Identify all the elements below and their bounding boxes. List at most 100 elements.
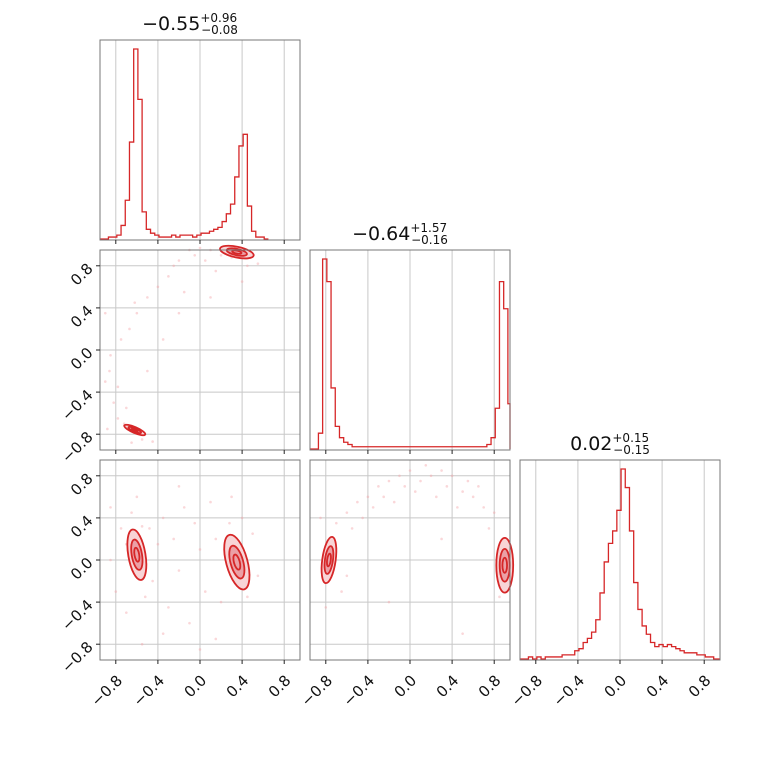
sample-point xyxy=(117,386,120,389)
sample-point xyxy=(367,496,370,499)
sample-point xyxy=(117,417,120,420)
title-median: −0.64 xyxy=(352,223,410,245)
sample-point xyxy=(472,496,475,499)
sample-point xyxy=(209,296,212,299)
title-lower-error: −0.16 xyxy=(411,233,448,247)
marginal-title-2: −0.64+1.57 −0.16 xyxy=(352,221,448,247)
sample-point xyxy=(477,485,480,488)
sample-point xyxy=(409,469,412,472)
sample-point xyxy=(141,438,144,441)
sample-point xyxy=(193,522,196,525)
sample-point xyxy=(146,370,149,373)
sample-point xyxy=(204,590,207,593)
sample-point xyxy=(356,501,359,504)
title-lower-error: −0.15 xyxy=(613,443,650,457)
sample-point xyxy=(162,632,165,635)
sample-point xyxy=(141,643,144,646)
sample-point xyxy=(382,496,385,499)
sample-point xyxy=(214,538,217,541)
sample-point xyxy=(228,522,231,525)
sample-point xyxy=(398,474,401,477)
sample-point xyxy=(346,574,349,577)
x-tick-label: −0.8 xyxy=(88,672,126,710)
sample-point xyxy=(461,632,464,635)
title-median: −0.55 xyxy=(142,13,200,35)
sample-point xyxy=(178,312,181,315)
sample-point xyxy=(199,548,202,551)
sample-point xyxy=(214,270,217,273)
sample-point xyxy=(128,328,131,331)
y-tick-label: 0.0 xyxy=(67,344,97,374)
sample-point xyxy=(172,538,175,541)
sample-point xyxy=(456,506,459,509)
sample-point xyxy=(209,501,212,504)
sample-point xyxy=(167,275,170,278)
sample-point xyxy=(104,380,107,383)
y-tick-label: −0.4 xyxy=(58,386,96,424)
sample-point xyxy=(109,506,112,509)
sample-point xyxy=(467,480,470,483)
sample-point xyxy=(151,440,154,443)
y-tick-label: 0.8 xyxy=(67,470,97,500)
sample-point xyxy=(424,464,427,467)
sample-point xyxy=(136,312,139,315)
marginal-panel-1 xyxy=(100,40,300,244)
sample-point xyxy=(335,522,338,525)
marginal-title-1: −0.55+0.96 −0.08 xyxy=(142,11,238,37)
joint-panel-1-3 xyxy=(96,460,300,664)
sample-point xyxy=(388,601,391,604)
sample-point xyxy=(178,259,181,262)
sample-point xyxy=(146,296,149,299)
sample-point xyxy=(251,532,254,535)
sample-point xyxy=(199,247,202,250)
sample-point xyxy=(257,262,260,265)
y-tick-label: 0.8 xyxy=(67,260,97,290)
sample-point xyxy=(162,517,165,520)
y-tick-label: 0.4 xyxy=(67,512,97,542)
title-median: 0.02 xyxy=(570,433,612,455)
sample-point xyxy=(114,590,117,593)
sample-point xyxy=(214,638,217,641)
sample-point xyxy=(109,559,112,562)
sample-point xyxy=(178,569,181,572)
y-tick-label: −0.8 xyxy=(58,428,96,466)
sample-point xyxy=(141,525,144,528)
y-tick-label: −0.8 xyxy=(58,638,96,676)
sample-point xyxy=(498,596,501,599)
sample-point xyxy=(440,469,443,472)
x-tick-label: 0.4 xyxy=(223,672,253,702)
x-tick-label: −0.8 xyxy=(298,672,336,710)
sample-point xyxy=(351,527,354,530)
sample-point xyxy=(157,286,160,289)
y-tick-label: −0.4 xyxy=(58,596,96,634)
sample-point xyxy=(403,485,406,488)
sample-point xyxy=(112,401,115,404)
x-tick-label: 0.8 xyxy=(475,672,505,702)
sample-point xyxy=(178,485,181,488)
sample-point xyxy=(220,254,223,257)
x-tick-label: 0.0 xyxy=(391,672,421,702)
sample-point xyxy=(109,354,112,357)
y-tick-label: 0.4 xyxy=(67,302,97,332)
sample-point xyxy=(230,496,233,499)
sample-point xyxy=(246,264,249,267)
x-tick-label: 0.4 xyxy=(433,672,463,702)
sample-point xyxy=(148,527,151,530)
joint-panel-1-2 xyxy=(96,243,300,454)
density-contour xyxy=(502,558,507,573)
sample-point xyxy=(144,596,147,599)
sample-point xyxy=(482,506,485,509)
sample-point xyxy=(414,490,417,493)
sample-point xyxy=(204,259,207,262)
sample-point xyxy=(435,496,438,499)
sample-point xyxy=(162,338,165,341)
x-tick-label: −0.8 xyxy=(508,672,546,710)
sample-point xyxy=(246,596,249,599)
sample-point xyxy=(493,511,496,514)
sample-point xyxy=(451,474,454,477)
x-tick-label: −0.4 xyxy=(130,672,168,710)
title-lower-error: −0.08 xyxy=(201,23,238,37)
x-tick-label: 0.0 xyxy=(181,672,211,702)
y-tick-label: 0.0 xyxy=(67,554,97,584)
